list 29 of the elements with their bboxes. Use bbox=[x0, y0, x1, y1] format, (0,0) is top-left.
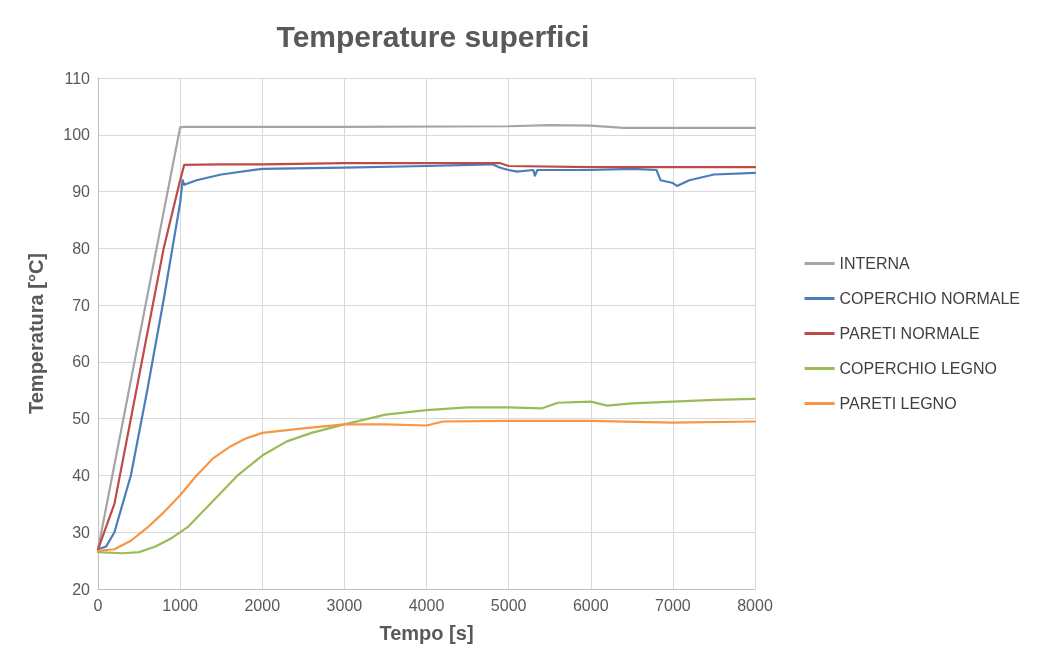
x-tick-label: 2000 bbox=[244, 596, 281, 614]
x-tick-label: 7000 bbox=[655, 596, 691, 614]
legend-label: PARETI LEGNO bbox=[839, 395, 957, 412]
chart-title: Temperature superfici bbox=[276, 19, 590, 53]
legend-label: INTERNA bbox=[839, 255, 911, 272]
y-tick-label: 70 bbox=[72, 296, 91, 314]
x-tick-label: 8000 bbox=[737, 596, 773, 614]
x-tick-label: 4000 bbox=[408, 596, 445, 614]
y-tick-label: 60 bbox=[72, 353, 91, 371]
y-tick-label: 100 bbox=[63, 126, 91, 144]
y-tick-label: 20 bbox=[72, 580, 91, 598]
line-series bbox=[96, 397, 757, 555]
line-series bbox=[96, 419, 757, 553]
y-tick-label: 30 bbox=[72, 523, 91, 541]
y-tick-label: 90 bbox=[72, 183, 91, 201]
x-tick-label: 3000 bbox=[326, 596, 363, 614]
x-tick-label: 0 bbox=[93, 596, 103, 614]
x-tick-label: 1000 bbox=[162, 596, 199, 614]
x-axis-title: Tempo [s] bbox=[379, 622, 474, 644]
legend-label: COPERCHIO LEGNO bbox=[839, 360, 997, 377]
legend-label: PARETI NORMALE bbox=[839, 325, 980, 342]
y-tick-label: 80 bbox=[72, 239, 91, 257]
legend-label: COPERCHIO NORMALE bbox=[839, 290, 1020, 307]
y-tick-label: 50 bbox=[72, 410, 91, 428]
x-tick-label: 5000 bbox=[490, 596, 527, 614]
y-tick-label: 40 bbox=[72, 466, 91, 484]
x-tick-label: 6000 bbox=[572, 596, 609, 614]
y-axis-title: Temperatura [°C] bbox=[25, 253, 47, 414]
y-tick-label: 110 bbox=[64, 69, 91, 87]
